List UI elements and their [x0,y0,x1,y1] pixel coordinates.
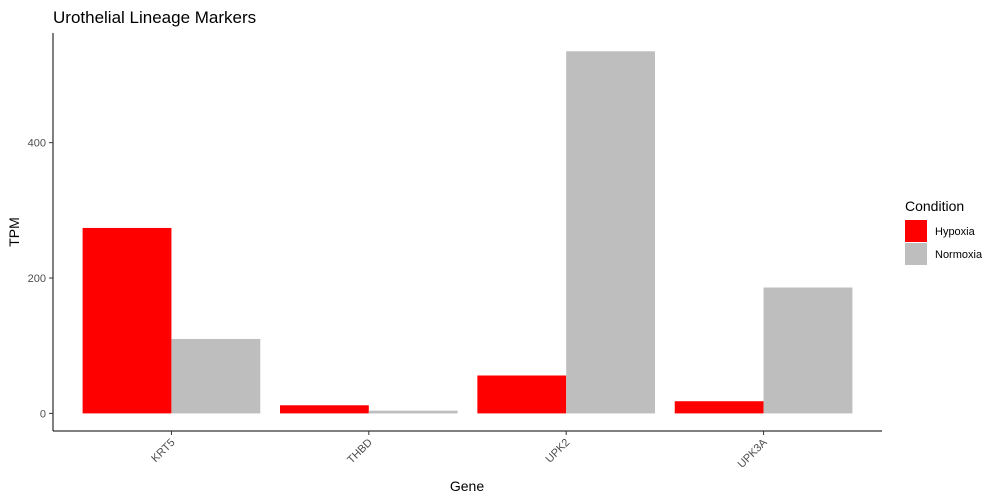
bar-thbd-hypoxia [279,405,369,414]
bar-upk2-hypoxia [477,375,567,414]
bar-upk3a-hypoxia [674,401,764,414]
bar-upk3a-normoxia [763,287,853,414]
bar-upk2-normoxia [566,51,656,414]
plot-area: 0 200 400 KRT5 THBD UPK2 UPK3A [28,33,882,471]
legend: Condition Hypoxia Normoxia [905,198,983,265]
y-ticks: 0 200 400 [28,138,53,420]
bar-krt5-normoxia [171,338,261,414]
bar-thbd-normoxia [368,410,458,414]
x-tick-label: THBD [345,437,375,467]
x-axis-title: Gene [450,478,484,494]
x-ticks: KRT5 THBD UPK2 UPK3A [149,431,770,471]
legend-label: Normoxia [935,249,983,261]
legend-key-hypoxia [905,220,927,242]
legend-label: Hypoxia [935,226,976,238]
y-tick-label: 400 [28,138,46,150]
chart-title: Urothelial Lineage Markers [53,8,256,27]
legend-title: Condition [905,198,964,214]
y-axis-title: TPM [6,217,22,247]
x-tick-label: UPK3A [736,436,770,470]
bars [82,51,853,414]
x-tick-label: KRT5 [149,437,177,465]
x-tick-label: UPK2 [543,437,572,466]
bar-krt5-hypoxia [82,227,172,414]
legend-items: Hypoxia Normoxia [905,220,983,265]
y-tick-label: 200 [28,273,46,285]
y-tick-label: 0 [40,408,46,420]
legend-key-normoxia [905,243,927,265]
